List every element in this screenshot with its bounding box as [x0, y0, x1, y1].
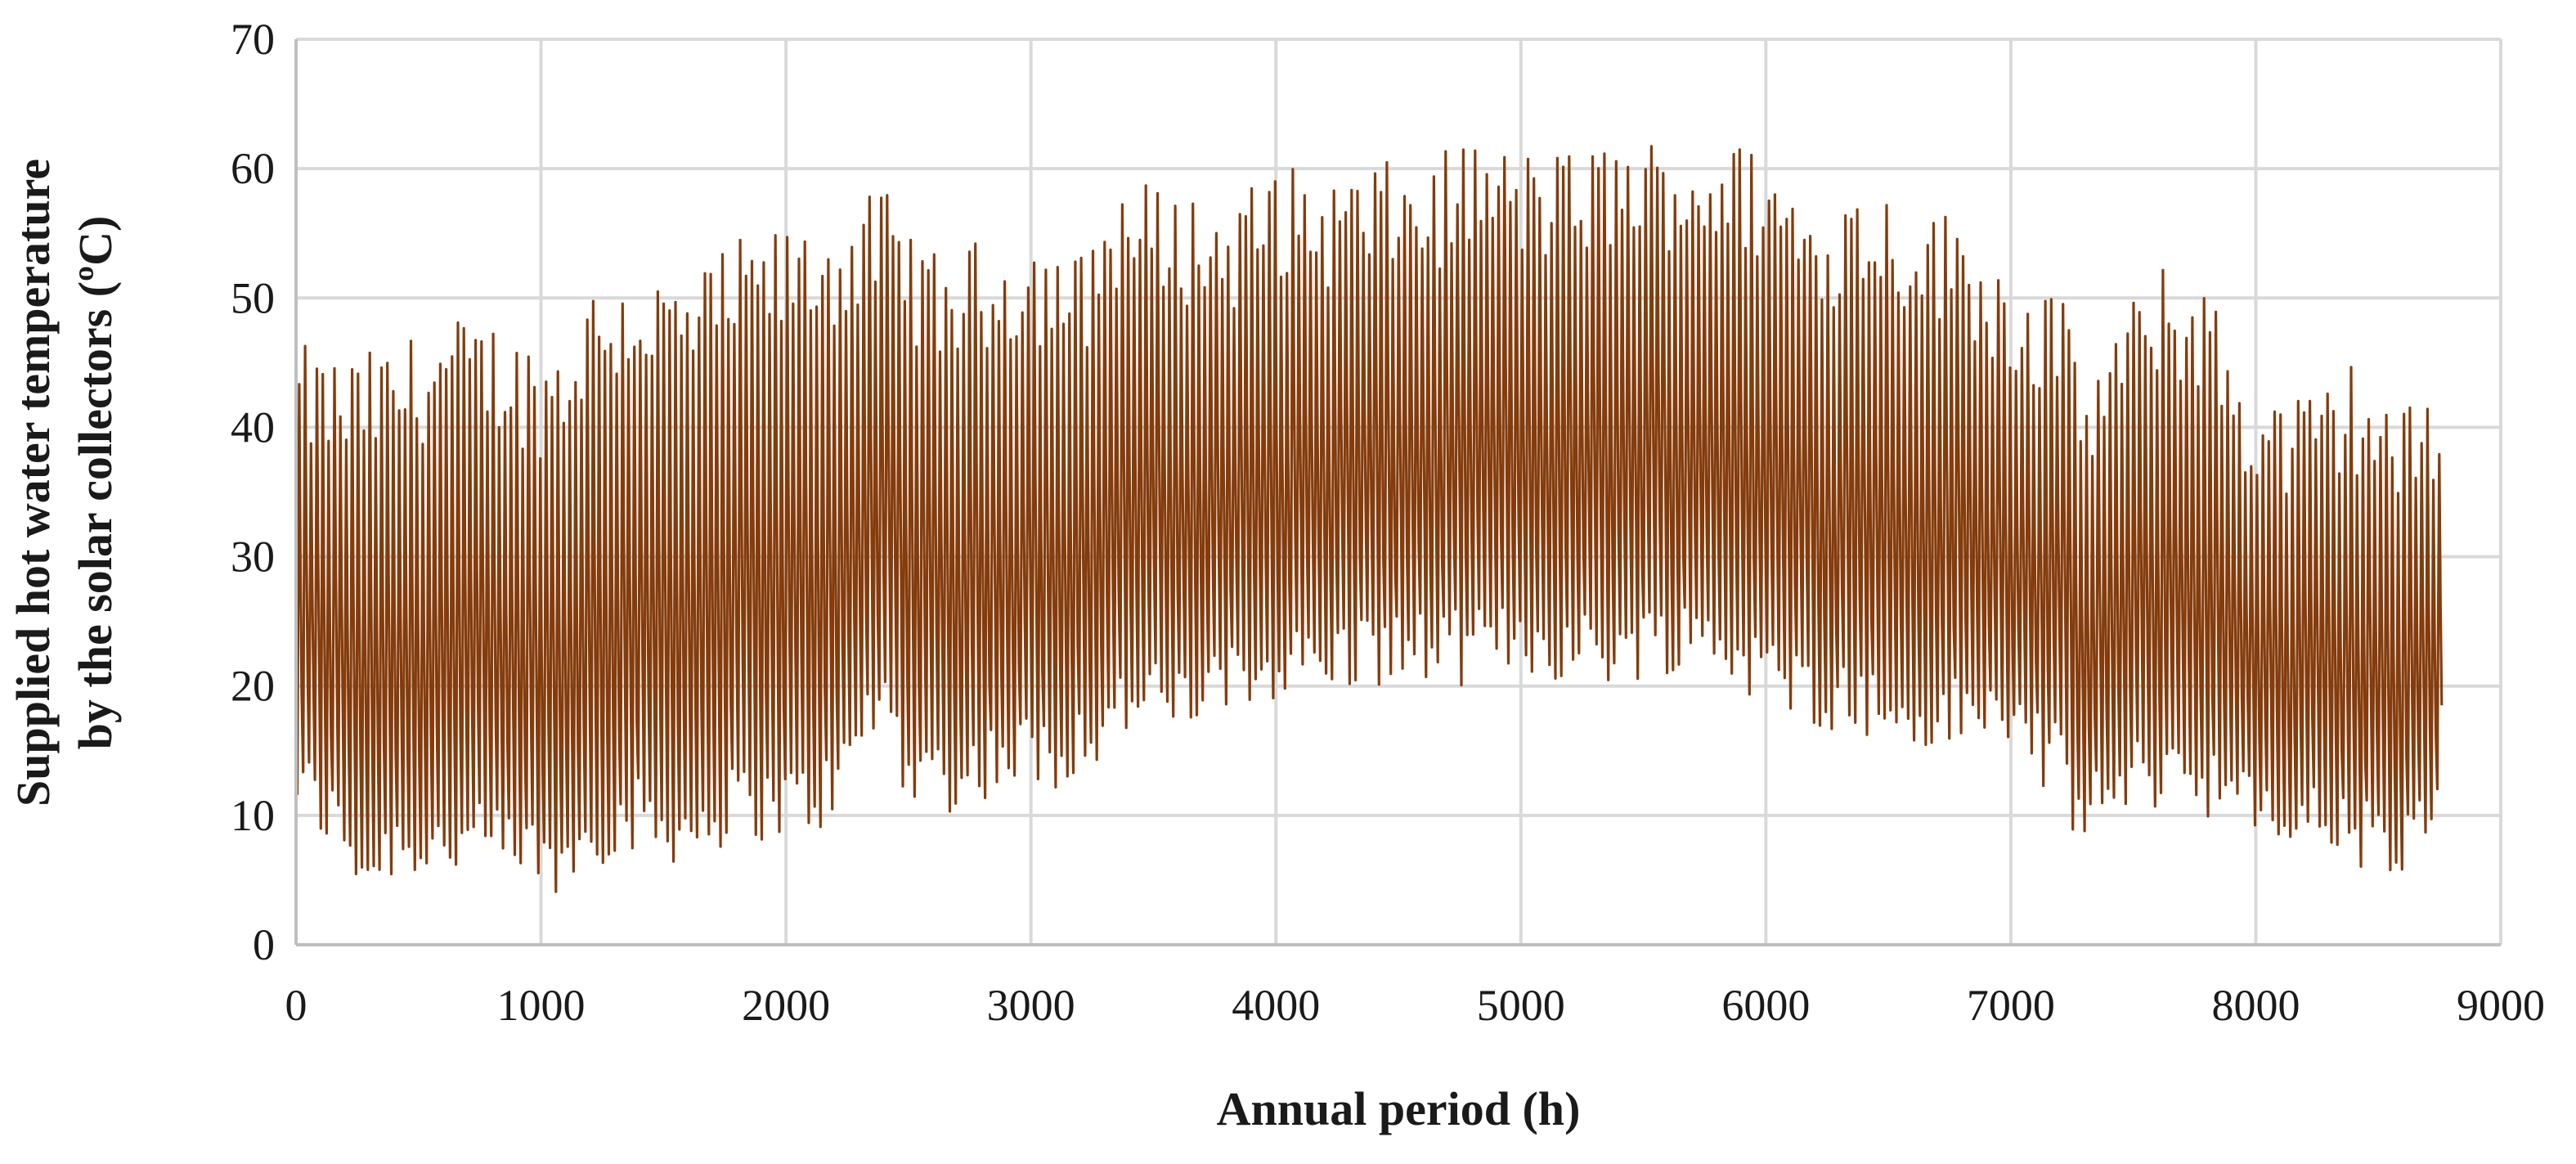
- y-tick-label: 30: [231, 533, 275, 582]
- y-axis-title-line-2: by the solar collectors (ºC): [69, 216, 122, 750]
- x-tick-label: 2000: [742, 981, 830, 1030]
- y-axis-title-line-1: Supplied hot water temperature: [7, 159, 60, 807]
- x-tick-label: 3000: [987, 981, 1075, 1030]
- y-tick-label: 0: [253, 920, 275, 969]
- axes: [294, 39, 2501, 946]
- y-axis-title: Supplied hot water temperature by the so…: [7, 159, 122, 807]
- y-tick-label: 10: [231, 791, 275, 840]
- y-tick-label: 40: [231, 402, 275, 452]
- y-tick-label: 20: [231, 662, 275, 711]
- tick-labels: 0 10 20 30 40 50 60 70 0 1000 2000 3000 4000 5000 6000…: [231, 15, 2545, 1030]
- x-tick-label: 7000: [1967, 981, 2055, 1030]
- x-axis-title: Annual period (h): [1217, 1082, 1581, 1135]
- y-tick-label: 60: [231, 144, 275, 193]
- y-tick-label: 50: [231, 273, 275, 322]
- x-tick-label: 0: [285, 981, 307, 1030]
- x-tick-label: 9000: [2457, 981, 2545, 1030]
- series-line-supplied-hot-water-temperature: [295, 145, 2444, 893]
- x-tick-label: 4000: [1232, 981, 1320, 1030]
- x-tick-label: 5000: [1477, 981, 1565, 1030]
- series-layer: [295, 145, 2444, 893]
- x-tick-label: 1000: [497, 981, 586, 1030]
- x-tick-label: 8000: [2211, 981, 2300, 1030]
- x-tick-label: 6000: [1721, 981, 1810, 1030]
- y-tick-label: 70: [231, 15, 275, 64]
